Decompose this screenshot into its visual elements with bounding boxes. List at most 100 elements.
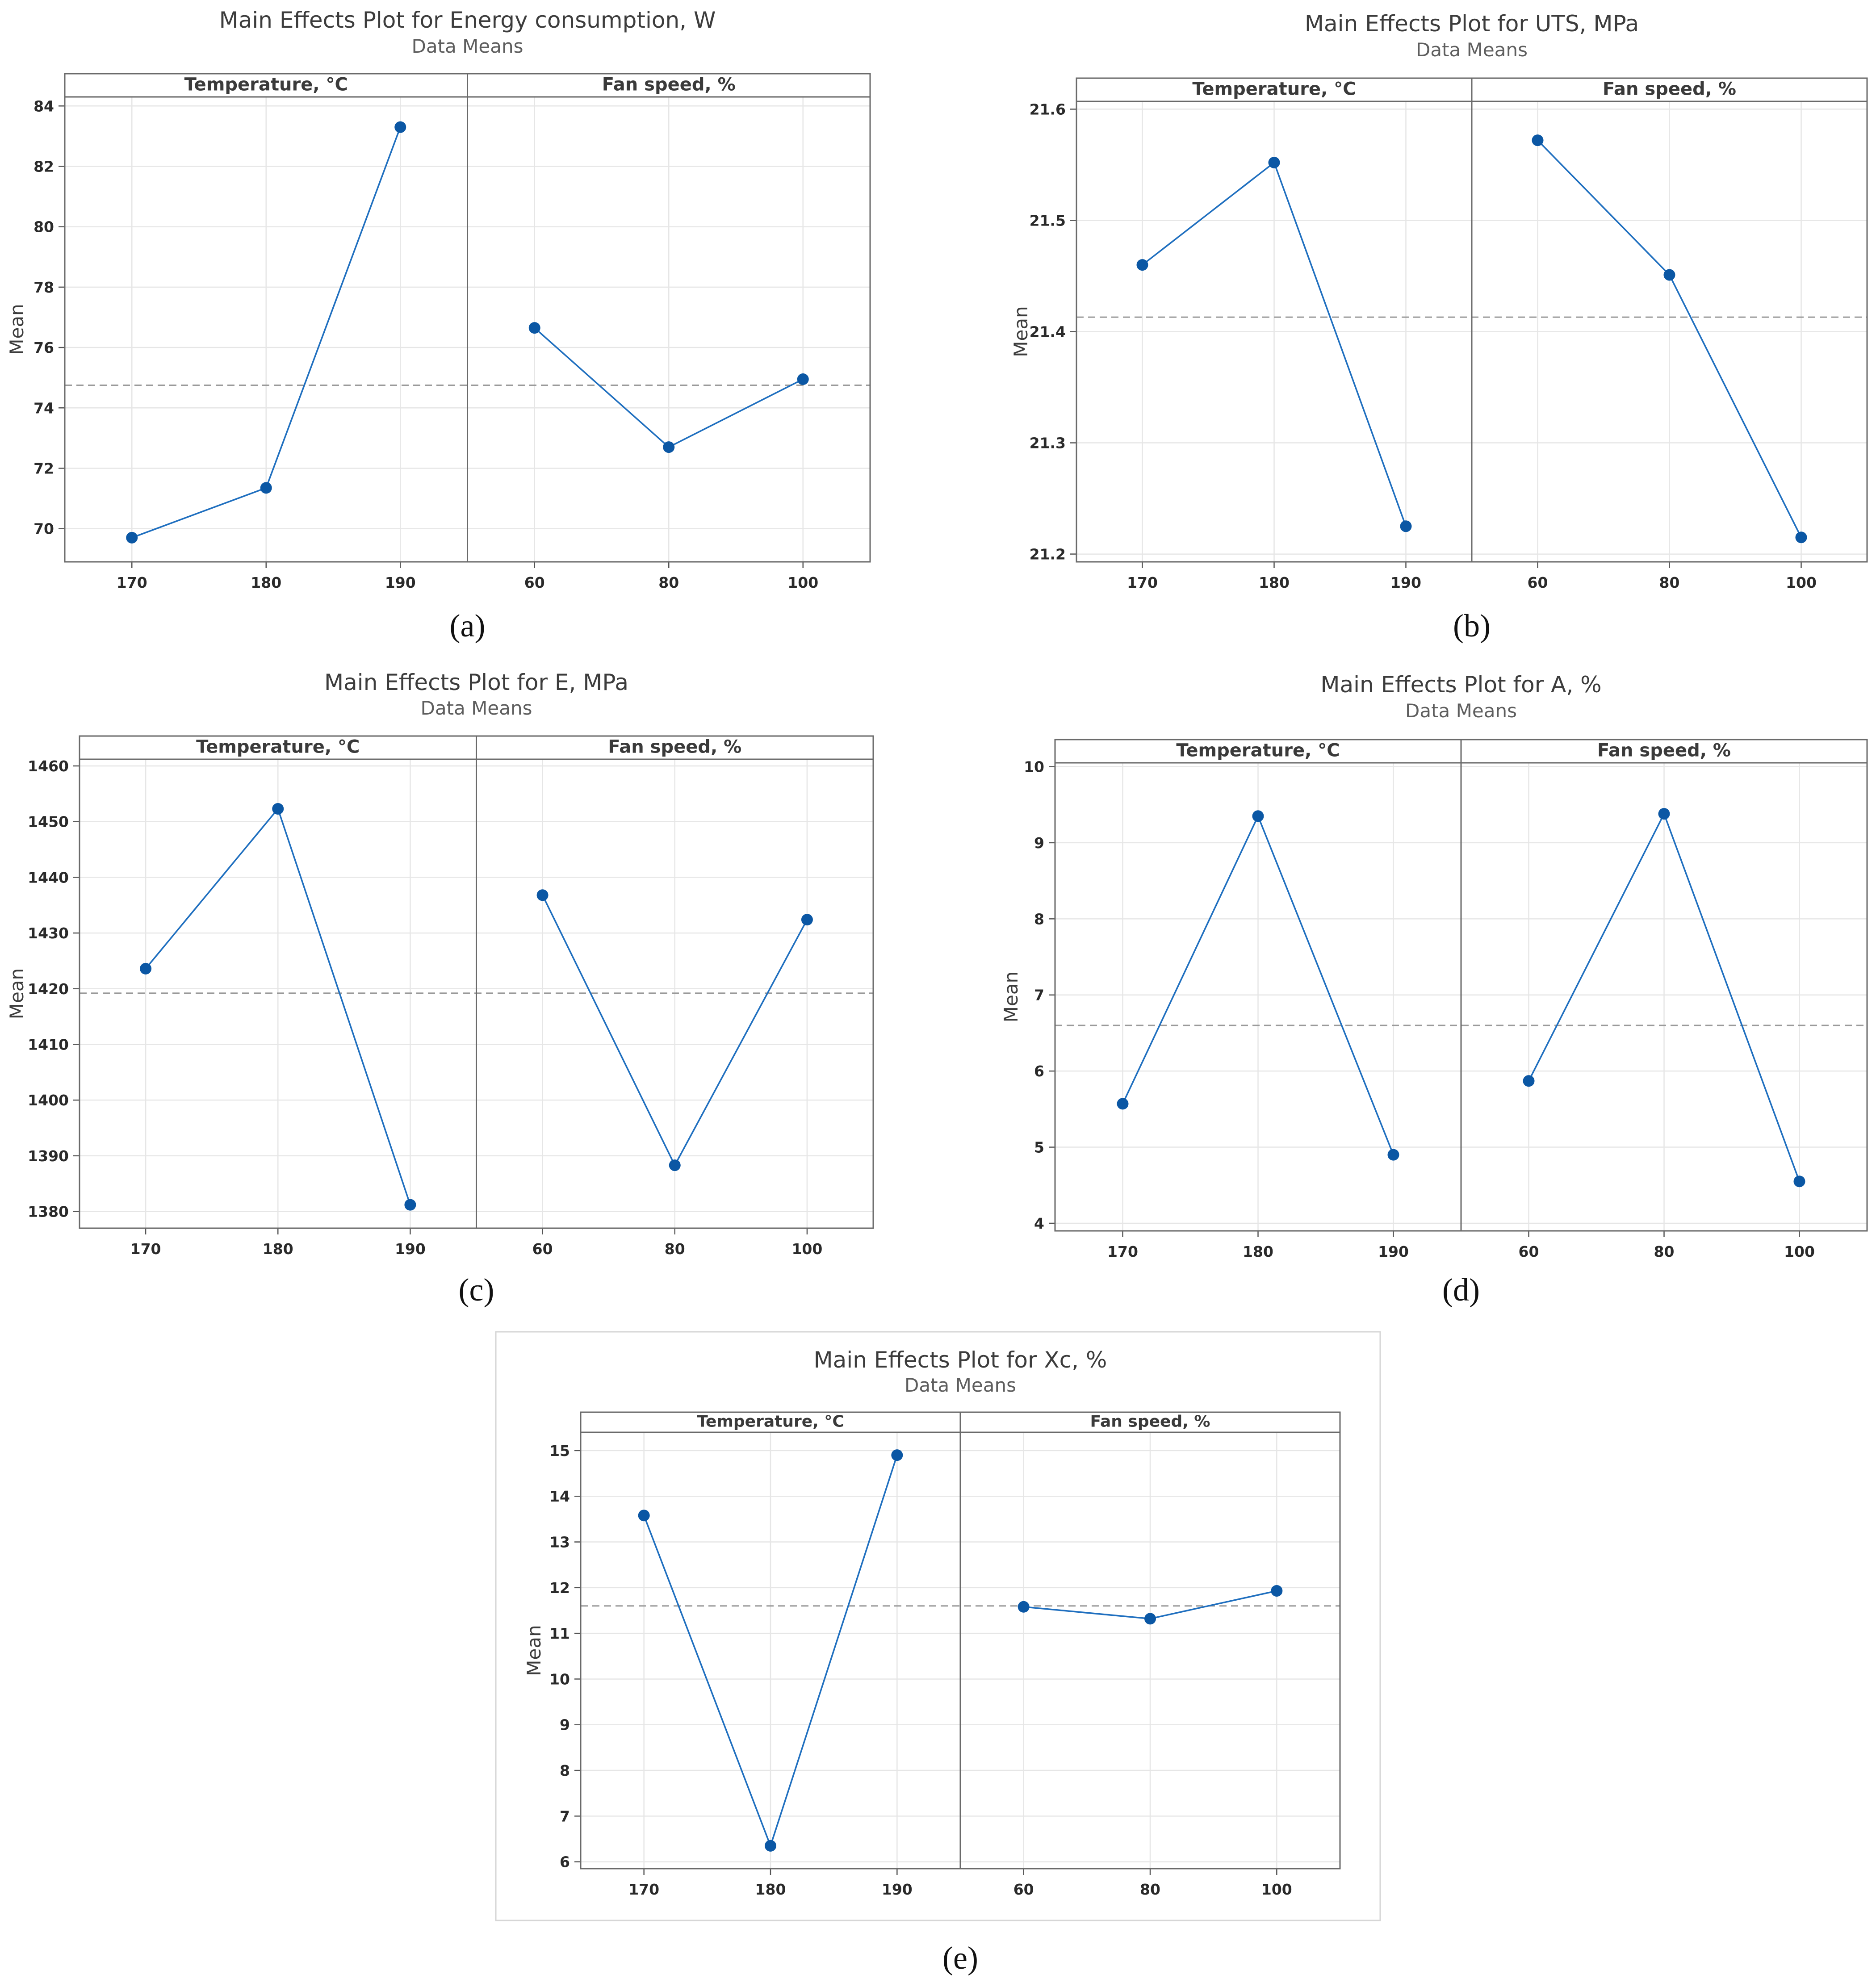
data-point — [1658, 808, 1670, 820]
y-tick-label: 8 — [560, 1762, 570, 1779]
y-tick-label: 1380 — [28, 1203, 69, 1221]
x-tick-label: 100 — [1261, 1881, 1292, 1898]
subfigure-label: (a) — [450, 608, 486, 644]
panel-header: Temperature, °C — [196, 736, 360, 757]
chart-subtitle: Data Means — [1405, 700, 1517, 722]
panel-header-bg — [960, 1412, 1340, 1432]
y-tick-label: 1420 — [28, 980, 69, 998]
x-tick-label: 80 — [1659, 574, 1680, 591]
x-tick-label: 100 — [787, 574, 818, 591]
y-axis-label: Mean — [523, 1625, 545, 1676]
y-tick-label: 1430 — [28, 924, 69, 942]
panel-header-bg — [1055, 740, 1461, 763]
data-point — [663, 441, 675, 453]
x-tick-label: 170 — [628, 1881, 659, 1898]
y-tick-label: 14 — [549, 1488, 570, 1505]
data-point — [891, 1449, 903, 1461]
y-tick-label: 21.5 — [1030, 212, 1066, 229]
x-tick-label: 180 — [1243, 1243, 1273, 1260]
panel-fan-speed: 60 80 100 Fan speed, % — [1528, 79, 1817, 591]
panel-header: Temperature, °C — [184, 74, 348, 95]
panel-header-bg — [1076, 78, 1472, 101]
y-tick-label: 9 — [1034, 834, 1044, 852]
y-tick-label: 5 — [1034, 1139, 1044, 1156]
x-tick-label: 180 — [755, 1881, 786, 1898]
data-point — [126, 531, 138, 544]
x-tick-label: 180 — [1259, 574, 1290, 591]
x-tick-label: 170 — [130, 1240, 161, 1258]
data-point — [1400, 520, 1412, 532]
y-axis: 70 72 74 76 78 80 82 84 — [34, 97, 65, 538]
x-tick-label: 80 — [665, 1240, 685, 1258]
chart-title: Main Effects Plot for E, MPa — [324, 669, 628, 695]
panel-fan-speed: 60 80 100 Fan speed, % — [524, 74, 818, 591]
data-point — [272, 803, 284, 815]
panel-header: Fan speed, % — [1090, 1412, 1210, 1431]
panel-header-bg — [467, 74, 870, 97]
y-tick-label: 9 — [560, 1716, 570, 1734]
subfigure-label: (e) — [942, 1940, 978, 1976]
y-tick-label: 7 — [1034, 987, 1044, 1004]
subfigure-label: (c) — [459, 1272, 494, 1308]
panel-header-bg — [1461, 740, 1867, 763]
data-point — [669, 1159, 681, 1171]
data-point — [536, 889, 549, 901]
data-point — [801, 914, 813, 926]
panel-header: Temperature, °C — [697, 1412, 844, 1431]
panel-temperature: 170 180 190 Temperature, °C — [628, 1412, 913, 1898]
data-point — [1523, 1075, 1535, 1087]
y-tick-label: 76 — [34, 339, 54, 356]
chart-e: Main Effects Plot for Xc, %Data Means 6 7 8… — [495, 1331, 1381, 1976]
y-tick-label: 12 — [549, 1579, 570, 1597]
data-point — [765, 1840, 776, 1852]
data-point — [1793, 1175, 1805, 1188]
y-tick-label: 74 — [34, 399, 54, 417]
y-axis: 21.2 21.3 21.4 21.5 21.6 — [1030, 100, 1076, 563]
y-tick-label: 4 — [1034, 1215, 1044, 1232]
y-tick-label: 1400 — [28, 1092, 69, 1109]
y-axis: 6 7 8 9 10 11 12 13 14 15 — [549, 1442, 581, 1871]
data-point — [1532, 134, 1544, 146]
y-tick-label: 1440 — [28, 869, 69, 886]
chart-title: Main Effects Plot for Xc, % — [814, 1347, 1107, 1373]
chart-subtitle: Data Means — [904, 1374, 1016, 1396]
data-point — [394, 121, 406, 133]
data-point — [404, 1199, 416, 1211]
y-tick-label: 21.3 — [1030, 435, 1066, 452]
y-tick-label: 1450 — [28, 813, 69, 831]
y-tick-label: 11 — [549, 1625, 570, 1642]
x-tick-label: 190 — [385, 574, 416, 591]
panel-temperature: 170 180 190 Temperature, °C — [130, 736, 426, 1258]
panel-header-bg — [80, 736, 477, 759]
x-tick-label: 190 — [395, 1240, 426, 1258]
y-tick-label: 6 — [560, 1853, 570, 1871]
y-tick-label: 70 — [34, 520, 54, 538]
data-point — [1387, 1149, 1399, 1161]
x-tick-label: 180 — [251, 574, 281, 591]
data-point — [1663, 269, 1675, 281]
panel-header-bg — [65, 74, 468, 97]
x-tick-label: 80 — [658, 574, 679, 591]
panel-temperature: 170 180 190 Temperature, °C — [1127, 79, 1421, 591]
y-tick-label: 78 — [34, 279, 54, 296]
data-point — [1268, 156, 1280, 168]
panel-temperature: 170 180 190 Temperature, °C — [117, 74, 416, 591]
data-point — [1795, 531, 1807, 544]
data-point — [1136, 259, 1148, 271]
y-tick-label: 7 — [560, 1807, 570, 1825]
x-tick-label: 60 — [532, 1240, 553, 1258]
x-tick-label: 100 — [791, 1240, 822, 1258]
data-point — [638, 1510, 650, 1522]
y-tick-label: 21.4 — [1030, 323, 1066, 341]
y-axis: 1380 1390 1400 1410 1420 1430 1440 1450 1460 — [28, 757, 80, 1221]
panel-header: Fan speed, % — [1603, 79, 1736, 99]
chart-title: Main Effects Plot for Energy consumption… — [219, 7, 716, 33]
y-tick-label: 13 — [549, 1534, 570, 1551]
chart-title: Main Effects Plot for A, % — [1320, 672, 1601, 698]
x-tick-label: 180 — [263, 1240, 293, 1258]
chart-subtitle: Data Means — [1416, 39, 1528, 61]
y-tick-label: 21.6 — [1030, 100, 1066, 118]
x-tick-label: 100 — [1786, 574, 1817, 591]
